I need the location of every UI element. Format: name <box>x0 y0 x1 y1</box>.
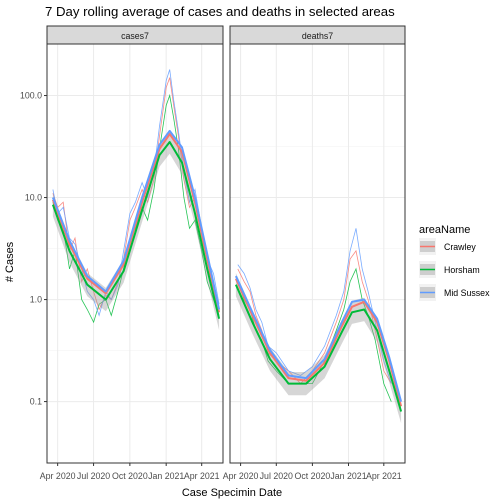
x-tick-label: Oct 2020 <box>112 471 148 481</box>
smooth-line-crawley <box>51 133 221 313</box>
x-tick-label: Jul 2020 <box>260 471 293 481</box>
legend-item-horsham: Horsham <box>419 261 480 278</box>
x-tick-label: Apr 2021 <box>366 471 402 481</box>
y-tick-label: 100.0 <box>20 91 42 101</box>
x-axis-label: Case Specimin Date <box>182 487 282 499</box>
smooth-line-horsham <box>51 141 221 319</box>
legend-label: Mid Sussex <box>444 288 490 298</box>
facet-strip <box>229 25 406 45</box>
facet-panel-cases7: cases7 Apr 2020 Jul 2020 Oct 2020 Jan 2021 Ap… <box>40 25 224 481</box>
observed-line-horsham <box>52 93 220 324</box>
facet-strip <box>46 25 224 45</box>
legend-label: Crawley <box>444 242 476 252</box>
smooth-line-mid-sussex <box>234 275 403 402</box>
x-tick-label: Jan 2021 <box>148 471 184 481</box>
x-tick-label: Apr 2021 <box>184 471 220 481</box>
observed-line-crawley <box>52 77 220 311</box>
legend-item-mid-sussex: Mid Sussex <box>419 284 490 301</box>
legend-item-crawley: Crawley <box>419 238 476 255</box>
legend-label: Horsham <box>444 265 480 275</box>
smooth-line-horsham <box>234 284 403 412</box>
x-tick-label: Oct 2020 <box>295 471 331 481</box>
facet-strip-label: deaths7 <box>302 31 333 41</box>
smooth-line-mid-sussex <box>51 129 221 310</box>
panel-background <box>230 44 405 463</box>
legend-title: areaName <box>419 224 470 236</box>
observed-line-crawley <box>237 249 392 385</box>
y-tick-label: 10.0 <box>25 193 42 203</box>
legend: areaName Crawley Horsham Mid Sussex <box>419 224 490 301</box>
facet-strip-label: cases7 <box>121 31 149 41</box>
smooth-line-crawley <box>234 278 403 407</box>
x-tick-label: Apr 2020 <box>223 471 259 481</box>
chart-title: 7 Day rolling average of cases and death… <box>45 4 395 19</box>
y-axis-label: # Cases <box>4 241 16 282</box>
x-tick-label: Jul 2020 <box>77 471 110 481</box>
y-tick-label: 0.1 <box>30 397 42 407</box>
x-tick-label: Apr 2020 <box>40 471 76 481</box>
y-tick-label: 1.0 <box>30 295 42 305</box>
observed-line-mid-sussex <box>237 228 392 384</box>
facet-panel-deaths7: deaths7 Apr 2020 Jul 2020 Oct 2020 Jan 2021 A… <box>223 25 406 481</box>
x-tick-label: Jan 2021 <box>330 471 366 481</box>
